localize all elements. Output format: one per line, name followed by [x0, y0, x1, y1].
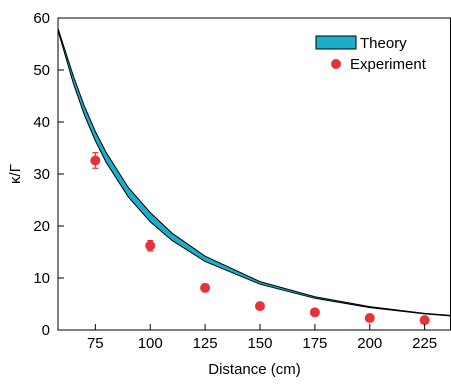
- legend-experiment-marker: [331, 59, 341, 69]
- y-axis-label: κ/Γ: [7, 164, 24, 184]
- y-tick-label: 40: [33, 114, 50, 131]
- x-tick-label: 175: [302, 335, 327, 352]
- x-tick-label: 100: [138, 335, 163, 352]
- x-tick-label: 225: [412, 335, 437, 352]
- experiment-point: [90, 155, 101, 166]
- y-tick-label: 30: [33, 166, 50, 183]
- theory-band-layer: [57, 28, 451, 317]
- x-tick-label: 75: [87, 335, 104, 352]
- experiment-point: [364, 313, 375, 324]
- legend-experiment-label: Experiment: [350, 56, 427, 73]
- experiment-point: [254, 301, 265, 312]
- y-tick-label: 60: [33, 10, 50, 27]
- y-tick-label: 20: [33, 218, 50, 235]
- experiment-point: [200, 282, 211, 293]
- experiment-points-layer: [90, 152, 430, 326]
- experiment-point: [145, 240, 156, 251]
- y-tick-label: 10: [33, 270, 50, 287]
- axis-ticks: 75 100 125 150 175 200 225 0 10 20 30 40 50 60: [33, 10, 437, 352]
- experiment-point: [309, 307, 320, 318]
- legend: Theory Experiment: [315, 35, 427, 73]
- y-tick-label: 0: [42, 322, 50, 339]
- x-tick-label: 150: [247, 335, 272, 352]
- theory-band: [57, 28, 451, 317]
- experiment-point: [419, 315, 430, 326]
- x-tick-label: 200: [357, 335, 382, 352]
- legend-theory-label: Theory: [360, 35, 407, 52]
- x-tick-label: 125: [193, 335, 218, 352]
- y-tick-label: 50: [33, 62, 50, 79]
- legend-theory-swatch: [315, 35, 357, 50]
- x-axis-label: Distance (cm): [208, 361, 301, 378]
